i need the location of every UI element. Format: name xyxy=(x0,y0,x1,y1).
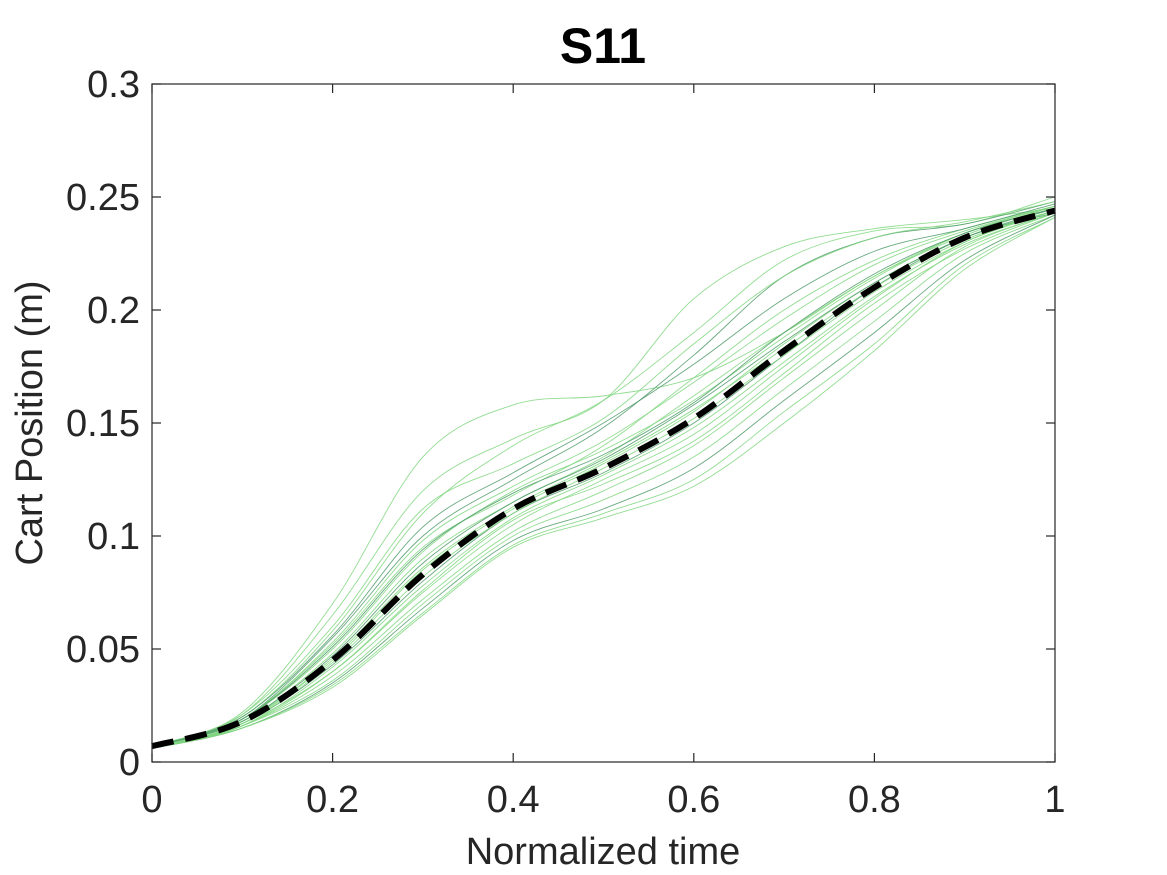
trial-trajectory-line xyxy=(151,205,1056,747)
y-tick-label: 0.1 xyxy=(87,516,140,558)
x-axis-label: Normalized time xyxy=(466,831,741,873)
trial-trajectory-line xyxy=(151,212,1056,749)
trial-trajectory-line xyxy=(151,212,1056,749)
x-tick-label: 0.6 xyxy=(667,779,720,821)
trial-trajectory-line xyxy=(151,201,1056,747)
x-tick-label: 0.2 xyxy=(306,779,359,821)
trial-trajectory-line xyxy=(151,216,1056,749)
y-tick-label: 0 xyxy=(119,742,140,784)
y-tick-label: 0.25 xyxy=(66,177,140,219)
trial-trajectory-line xyxy=(151,212,1056,749)
trial-trajectory-line xyxy=(151,205,1056,747)
y-axis-label: Cart Position (m) xyxy=(9,280,51,565)
tick-layer: 0 0.2 0.4 0.6 0.8 1 0 0.05 0.1 0.15 0.2 0.25 0.3 xyxy=(66,64,1066,821)
trial-trajectory-line xyxy=(151,207,1056,747)
trial-trajectory-line xyxy=(151,210,1056,749)
y-tick-label: 0.15 xyxy=(66,403,140,445)
trial-trajectory-line xyxy=(151,214,1056,749)
y-tick-label: 0.2 xyxy=(87,290,140,332)
trial-trajectory-line xyxy=(151,214,1056,749)
x-tick-label: 0.4 xyxy=(487,779,540,821)
trial-trajectory-line xyxy=(151,205,1056,749)
series-layer xyxy=(151,196,1056,750)
trial-trajectory-line xyxy=(151,216,1056,749)
x-tick-label: 0 xyxy=(141,779,162,821)
mean-trajectory-line xyxy=(151,207,1056,750)
y-tick-label: 0.3 xyxy=(87,64,140,106)
chart-title: S11 xyxy=(560,18,646,74)
x-tick-label: 0.8 xyxy=(848,779,901,821)
x-tick-label: 1 xyxy=(1044,779,1065,821)
trial-trajectory-line xyxy=(151,207,1056,747)
y-tick-label: 0.05 xyxy=(66,629,140,671)
trial-trajectory-line xyxy=(151,196,1056,747)
trial-trajectory-line xyxy=(151,207,1056,749)
trial-trajectory-line xyxy=(151,203,1056,747)
